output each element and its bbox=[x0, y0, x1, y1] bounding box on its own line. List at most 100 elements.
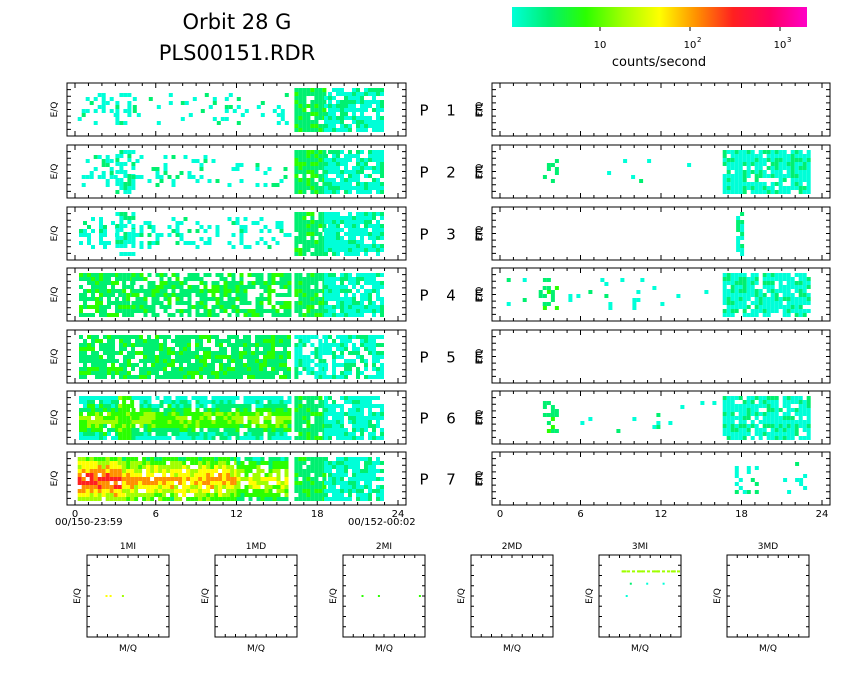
heatmap-cell bbox=[255, 297, 260, 301]
heatmap-cell bbox=[174, 469, 179, 473]
heatmap-cell bbox=[762, 293, 767, 297]
heatmap-cell bbox=[306, 281, 311, 285]
heatmap-cell bbox=[122, 428, 127, 432]
heatmap-cell bbox=[167, 400, 172, 404]
heatmap-cell bbox=[742, 416, 747, 420]
heatmap-cell bbox=[774, 174, 779, 178]
heatmap-cell bbox=[368, 244, 372, 248]
heatmap-cell bbox=[87, 233, 91, 237]
heatmap-cell bbox=[203, 424, 208, 428]
heatmap-cell bbox=[179, 428, 184, 432]
heatmap-cell bbox=[143, 343, 147, 347]
heatmap-cell bbox=[352, 477, 356, 481]
heatmap-cell bbox=[786, 432, 791, 436]
heatmap-cell bbox=[344, 108, 348, 112]
heatmap-cell bbox=[790, 297, 795, 301]
heatmap-cell bbox=[85, 159, 90, 163]
heatmap-cell bbox=[271, 335, 275, 339]
heatmap-cell bbox=[131, 347, 135, 351]
heatmap-cell bbox=[195, 436, 200, 440]
heatmap-cell bbox=[279, 225, 284, 229]
heatmap-cell bbox=[279, 335, 283, 339]
heatmap-cell bbox=[87, 343, 91, 347]
heatmap-cell bbox=[103, 432, 107, 436]
heatmap-cell bbox=[352, 174, 356, 178]
heatmap-cell bbox=[328, 485, 332, 489]
heatmap-cell bbox=[340, 244, 344, 248]
heatmap-cell bbox=[302, 224, 307, 228]
heatmap-cell bbox=[738, 182, 743, 186]
heatmap-cell bbox=[147, 343, 151, 347]
heatmap-cell bbox=[372, 120, 376, 124]
heatmap-cell bbox=[376, 335, 380, 339]
heatmap-cell bbox=[248, 497, 253, 501]
spectrum-point bbox=[672, 570, 675, 573]
heatmap-cell bbox=[360, 297, 364, 301]
heatmap-cell bbox=[324, 178, 328, 182]
heatmap-cell bbox=[179, 309, 184, 313]
heatmap-cell bbox=[139, 404, 144, 408]
heatmap-cell bbox=[155, 285, 160, 289]
heatmap-cell bbox=[81, 489, 86, 493]
heatmap-cell bbox=[368, 182, 372, 186]
heatmap-cell bbox=[255, 375, 259, 379]
heatmap-cell bbox=[314, 248, 319, 252]
heatmap-cell bbox=[162, 485, 167, 489]
heatmap-cell bbox=[275, 309, 280, 313]
heatmap-cell bbox=[212, 101, 217, 105]
heatmap-cell bbox=[130, 285, 135, 289]
heatmap-cell bbox=[306, 396, 311, 400]
heatmap-cell bbox=[318, 473, 323, 477]
heatmap-cell bbox=[576, 294, 581, 298]
heatmap-cell bbox=[298, 240, 303, 244]
heatmap-cell bbox=[542, 286, 547, 290]
heatmap-cell bbox=[340, 273, 344, 277]
heatmap-cell bbox=[754, 174, 759, 178]
heatmap-cell bbox=[256, 457, 261, 461]
heatmap-cell bbox=[762, 285, 767, 289]
heatmap-cell bbox=[79, 241, 83, 245]
heatmap-cell bbox=[255, 400, 260, 404]
heatmap-cell bbox=[778, 428, 783, 432]
heatmap-cell bbox=[726, 313, 731, 317]
heatmap-cell bbox=[267, 245, 272, 249]
heatmap-cell bbox=[368, 289, 372, 293]
heatmap-cell bbox=[356, 244, 360, 248]
heatmap-cell bbox=[336, 174, 340, 178]
heatmap-cell bbox=[328, 396, 332, 400]
heatmap-cell bbox=[352, 285, 356, 289]
heatmap-cell bbox=[740, 228, 745, 232]
heatmap-cell bbox=[81, 469, 86, 473]
heatmap-cell bbox=[352, 186, 356, 190]
heatmap-cell bbox=[336, 92, 340, 96]
heatmap-cell bbox=[247, 367, 251, 371]
heatmap-cell bbox=[210, 469, 215, 473]
heatmap-cell bbox=[352, 216, 356, 220]
heatmap-cell bbox=[187, 339, 191, 343]
heatmap-cell bbox=[726, 420, 731, 424]
heatmap-cell bbox=[236, 493, 241, 497]
heatmap-cell bbox=[211, 363, 215, 367]
heatmap-cell bbox=[364, 375, 368, 379]
heatmap-cell bbox=[376, 293, 380, 297]
heatmap-cell bbox=[142, 465, 147, 469]
heatmap-cell bbox=[103, 367, 107, 371]
heatmap-cell bbox=[352, 301, 356, 305]
heatmap-cell bbox=[138, 465, 143, 469]
heatmap-cell bbox=[89, 481, 94, 485]
heatmap-cell bbox=[742, 186, 747, 190]
heatmap-cell bbox=[256, 465, 261, 469]
heatmap-cell bbox=[260, 481, 265, 485]
heatmap-cell bbox=[122, 396, 127, 400]
heatmap-cell bbox=[770, 190, 775, 194]
spectrum-x-label: M/Q bbox=[119, 644, 137, 654]
heatmap-cell bbox=[199, 400, 204, 404]
heatmap-cell bbox=[131, 432, 136, 436]
heatmap-cell bbox=[306, 363, 311, 367]
heatmap-cell bbox=[770, 428, 775, 432]
heatmap-cell bbox=[380, 228, 384, 232]
heatmap-cell bbox=[135, 420, 140, 424]
heatmap-cell bbox=[356, 178, 360, 182]
